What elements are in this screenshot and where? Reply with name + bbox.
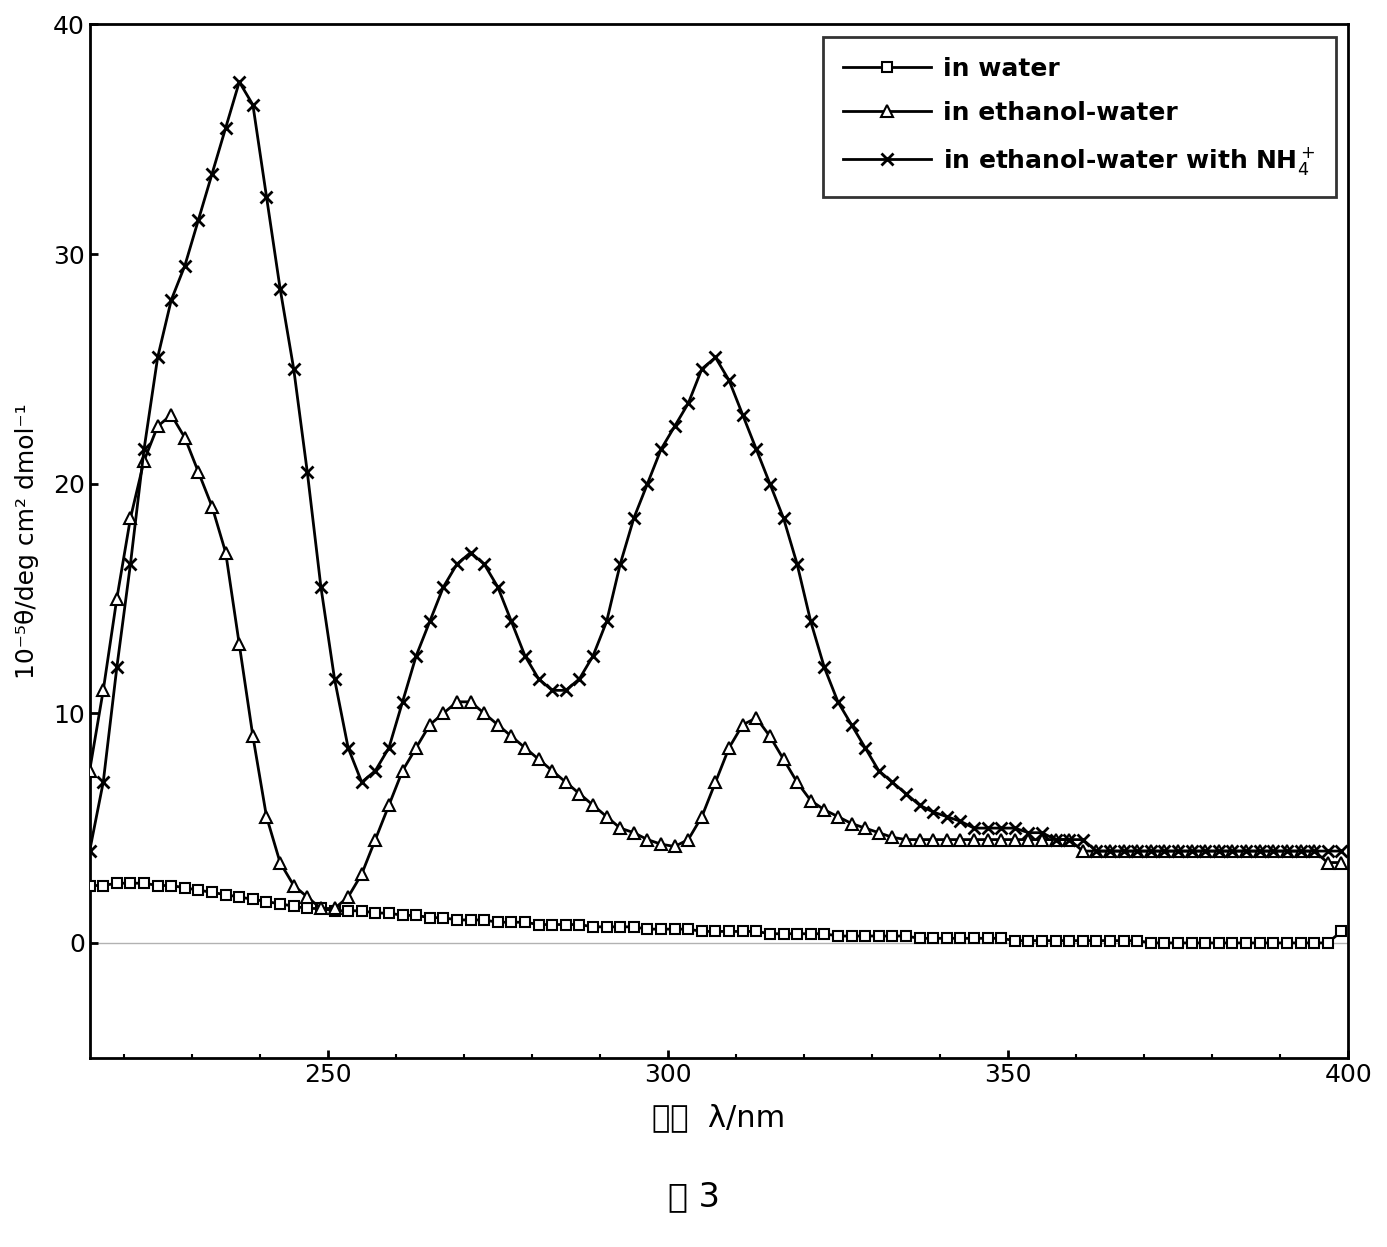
in ethanol-water bbox=[258, 809, 275, 824]
in ethanol-water with NH₄⁺ bbox=[354, 774, 370, 789]
in ethanol-water bbox=[1101, 843, 1118, 858]
in water bbox=[1333, 924, 1350, 939]
in water bbox=[1143, 935, 1160, 950]
in ethanol-water bbox=[300, 889, 316, 904]
Line: in water: in water bbox=[85, 878, 1347, 948]
in water bbox=[258, 894, 275, 909]
in water bbox=[108, 875, 125, 890]
in ethanol-water bbox=[979, 832, 996, 847]
X-axis label: 波长  λ/nm: 波长 λ/nm bbox=[652, 1104, 785, 1132]
in ethanol-water with NH₄⁺ bbox=[82, 843, 98, 858]
Y-axis label: 10⁻⁵θ/deg cm² dmol⁻¹: 10⁻⁵θ/deg cm² dmol⁻¹ bbox=[15, 403, 39, 678]
in water bbox=[354, 903, 370, 918]
in ethanol-water bbox=[734, 717, 750, 732]
in ethanol-water with NH₄⁺ bbox=[300, 465, 316, 480]
in ethanol-water bbox=[82, 763, 98, 778]
in water bbox=[82, 878, 98, 893]
in ethanol-water with NH₄⁺ bbox=[1333, 843, 1350, 858]
Text: 图 3: 图 3 bbox=[667, 1181, 720, 1213]
in water bbox=[965, 930, 982, 945]
in ethanol-water bbox=[162, 408, 179, 423]
in ethanol-water with NH₄⁺ bbox=[1089, 843, 1105, 858]
Legend: in water, in ethanol-water, in ethanol-water with NH$_4^+$: in water, in ethanol-water, in ethanol-w… bbox=[824, 37, 1336, 197]
in water bbox=[1089, 933, 1105, 948]
in ethanol-water bbox=[368, 832, 384, 847]
in water bbox=[300, 902, 316, 917]
in ethanol-water bbox=[312, 902, 329, 917]
in ethanol-water with NH₄⁺ bbox=[232, 75, 248, 90]
Line: in ethanol-water with NH₄⁺: in ethanol-water with NH₄⁺ bbox=[85, 76, 1347, 857]
in ethanol-water with NH₄⁺ bbox=[258, 190, 275, 205]
in ethanol-water with NH₄⁺ bbox=[721, 373, 738, 388]
Line: in ethanol-water: in ethanol-water bbox=[85, 409, 1347, 914]
in water bbox=[721, 924, 738, 939]
in ethanol-water with NH₄⁺ bbox=[965, 821, 982, 835]
in ethanol-water bbox=[1333, 855, 1350, 870]
